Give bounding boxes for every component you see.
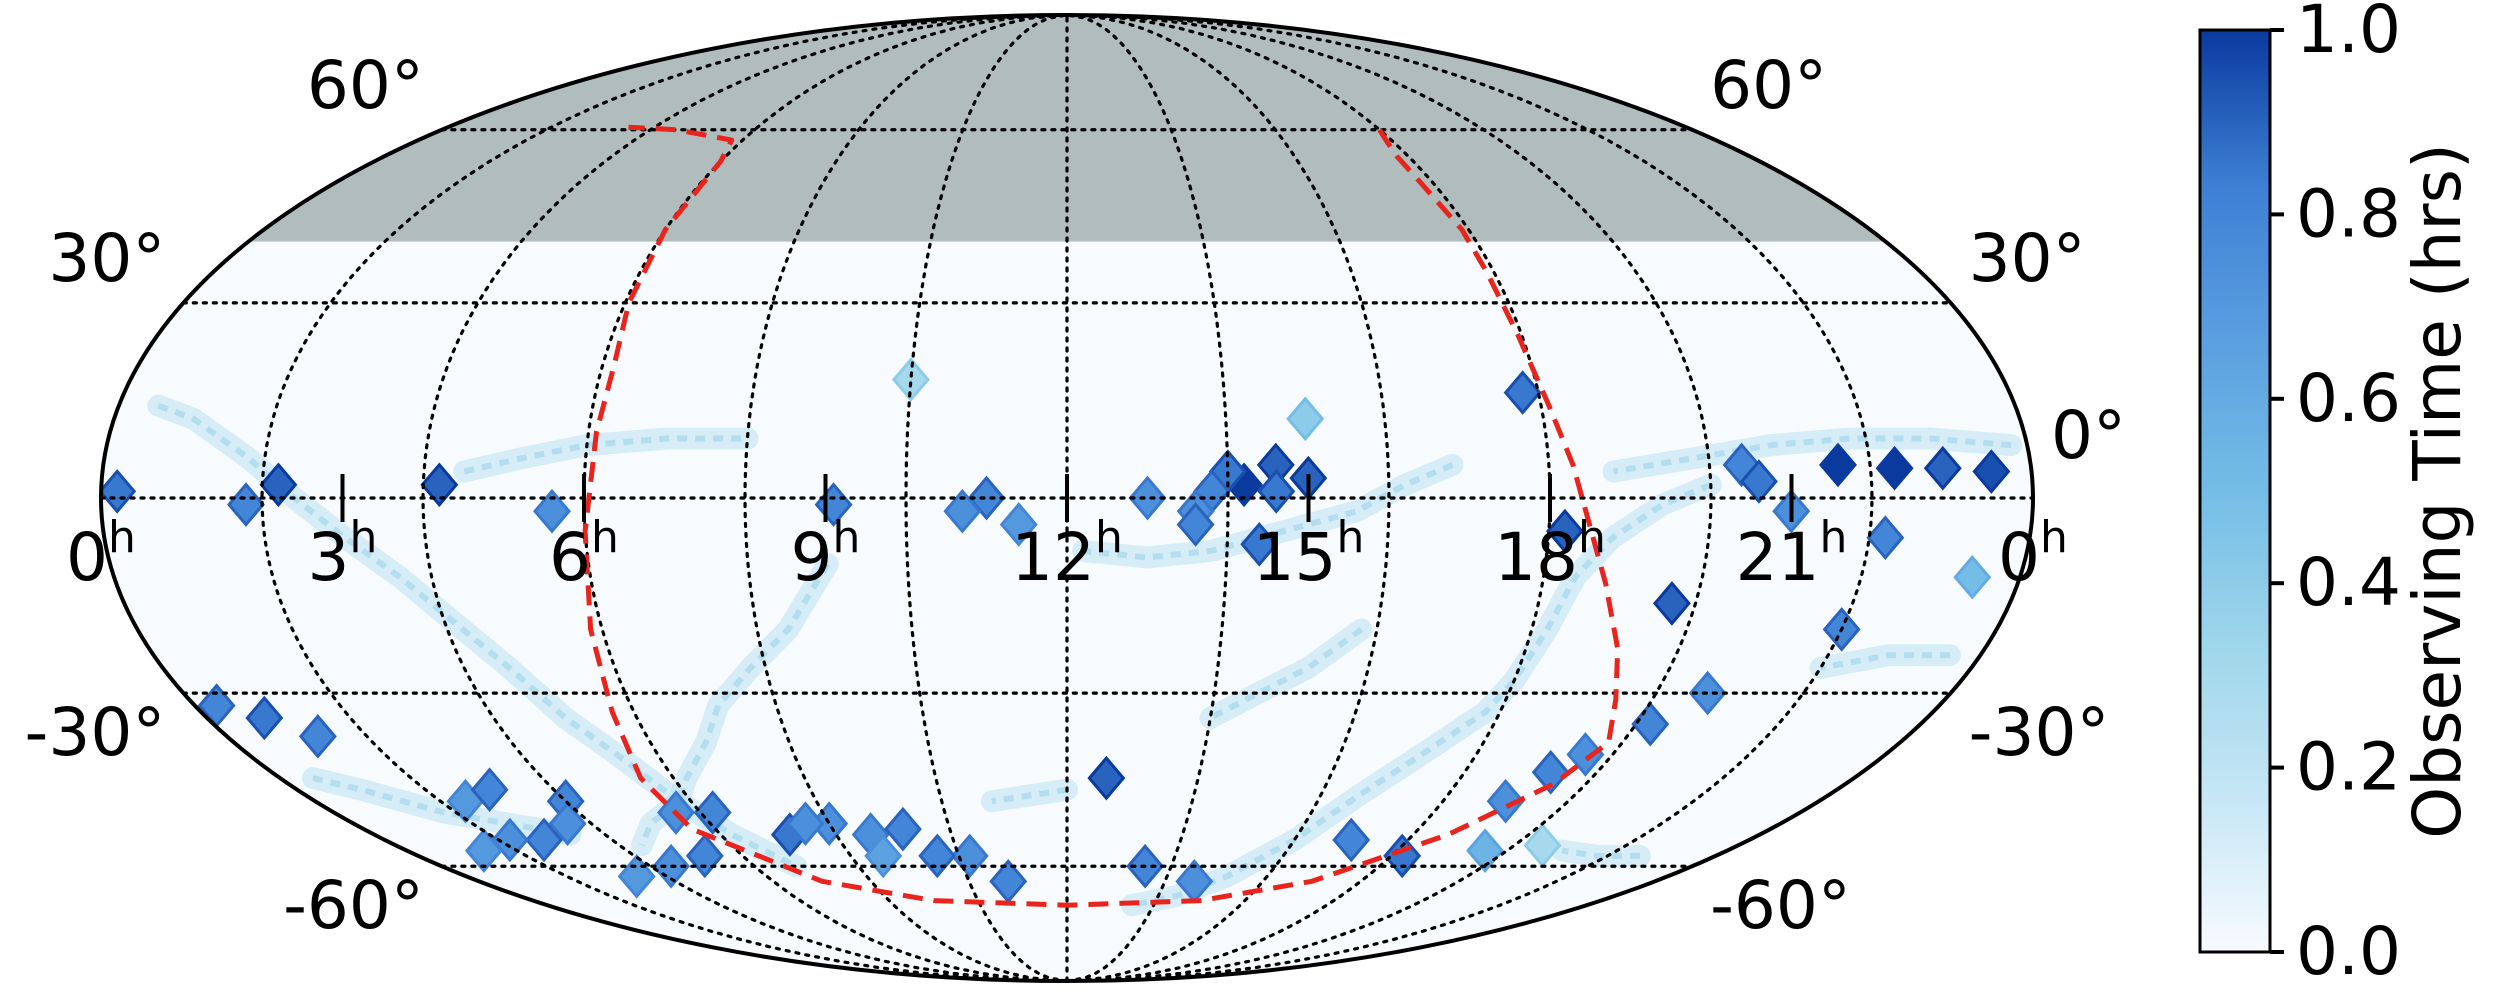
pointing-60 xyxy=(420,462,459,508)
map-outline xyxy=(99,13,2035,983)
colorbar-tick-label: 0.8 xyxy=(2296,175,2401,252)
faint-track-detail-0 xyxy=(1613,435,2012,475)
faint-track-detail-8 xyxy=(312,775,572,838)
dec-label-left: 30° xyxy=(48,220,165,297)
pointing-29 xyxy=(1240,521,1279,567)
pointing-1 xyxy=(1875,445,1914,491)
ra-tick-label: 21h xyxy=(1736,512,1848,596)
pointing-2 xyxy=(1923,445,1962,491)
pointing-49 xyxy=(786,801,825,846)
faint-track-detail-4 xyxy=(639,562,831,847)
pointing-7 xyxy=(1866,515,1905,561)
ra-tick-hours: 18 xyxy=(1494,519,1578,596)
ra-tick-hours: 0 xyxy=(1998,519,2040,596)
ra-tick-hours: 0 xyxy=(66,519,108,596)
observability-boundary xyxy=(582,124,1621,908)
dec-label-right: 30° xyxy=(1969,220,2086,297)
ra-tick-label: 0h xyxy=(1998,512,2068,596)
ra-tick-label: 15h xyxy=(1253,512,1365,596)
ra-tick-unit: h xyxy=(1578,512,1606,563)
dec-label-right: 0° xyxy=(2051,397,2126,474)
faint-track-detail-6 xyxy=(463,435,748,475)
pointing-37 xyxy=(1087,755,1126,801)
ra-tick-hours: 21 xyxy=(1736,519,1820,596)
ra-tick-unit: h xyxy=(2040,512,2068,563)
pointing-50 xyxy=(693,790,732,835)
pointing-11 xyxy=(1503,370,1542,415)
colorbar-tick-label: 0.6 xyxy=(2296,360,2401,437)
dec-label-left: 60° xyxy=(307,47,424,124)
ra-tick-label: 0h xyxy=(66,512,136,596)
ra-tick-label: 6h xyxy=(549,512,619,596)
dec-label-right: -30° xyxy=(1969,694,2110,771)
pointing-66 xyxy=(298,714,337,759)
colorbar-label: Observing Time (hrs) xyxy=(2399,143,2476,838)
pointing-58 xyxy=(470,767,509,813)
pointing-0 xyxy=(1819,442,1857,488)
pointing-45 xyxy=(883,806,922,852)
pointing-5 xyxy=(1739,459,1778,504)
ra-tick-hours: 9 xyxy=(791,519,833,596)
pointing-15 xyxy=(1566,732,1605,777)
colorbar-tick-label: 0.4 xyxy=(2296,544,2401,621)
faint-track-detail-9 xyxy=(1561,847,1640,859)
ra-tick-unit: h xyxy=(591,512,619,563)
pointing-53 xyxy=(548,801,587,846)
faint-track-detail-10 xyxy=(991,786,1068,805)
pointing-3 xyxy=(1972,449,2011,494)
pointing-35 xyxy=(999,502,1038,547)
pointing-30 xyxy=(1176,502,1215,547)
dec-label-right: 60° xyxy=(1710,47,1827,124)
pointing-31 xyxy=(1128,475,1167,521)
ra-tick-label: 12h xyxy=(1011,512,1123,596)
ra-tick-unit: h xyxy=(1337,512,1365,563)
ra-tick-label: 18h xyxy=(1494,512,1606,596)
pointing-63 xyxy=(101,469,137,514)
faint-track-detail-7 xyxy=(1820,652,1950,671)
pointing-55 xyxy=(490,817,529,863)
faint-track-detail-3 xyxy=(1208,626,1364,721)
faint-track-detail-2 xyxy=(1082,462,1454,561)
pointing-16 xyxy=(1531,749,1570,795)
pointing-9 xyxy=(1652,581,1691,626)
ra-tick-hours: 3 xyxy=(308,519,350,596)
pointing-61 xyxy=(259,462,298,508)
colorbar-tick-label: 0.0 xyxy=(2296,913,2401,987)
dec-label-left: -60° xyxy=(283,867,424,944)
faint-track-detail-1 xyxy=(1131,482,1712,909)
pointing-10 xyxy=(1545,508,1584,554)
pointing-38 xyxy=(891,357,930,402)
pointing-64 xyxy=(245,695,284,741)
dec-label-right: -60° xyxy=(1710,867,1851,944)
ra-tick-label: 3h xyxy=(308,512,378,596)
ra-tick-hours: 6 xyxy=(549,519,591,596)
ra-tick-hours: 15 xyxy=(1253,519,1337,596)
ra-tick-unit: h xyxy=(833,512,861,563)
colorbar-tick-label: 0.2 xyxy=(2296,729,2401,806)
pointing-18 xyxy=(1332,817,1371,863)
pointing-17 xyxy=(1486,778,1525,824)
colorbar-tick-label: 1.0 xyxy=(2296,0,2401,68)
pointing-54 xyxy=(525,817,563,863)
pointing-27 xyxy=(1257,469,1296,514)
dec-label-left: -30° xyxy=(25,694,166,771)
ra-tick-unit: h xyxy=(1095,512,1123,563)
colorbar xyxy=(2198,28,2272,954)
pointing-56 xyxy=(464,828,503,873)
pointing-8 xyxy=(1953,554,1992,600)
ra-tick-hours: 12 xyxy=(1011,519,1095,596)
ra-tick-unit: h xyxy=(1820,512,1848,563)
ra-tick-unit: h xyxy=(350,512,378,563)
pointing-34 xyxy=(943,488,982,534)
pointing-59 xyxy=(533,488,571,534)
ra-tick-unit: h xyxy=(108,512,136,563)
ra-tick-label: 9h xyxy=(791,512,861,596)
pointing-32 xyxy=(1286,396,1325,442)
